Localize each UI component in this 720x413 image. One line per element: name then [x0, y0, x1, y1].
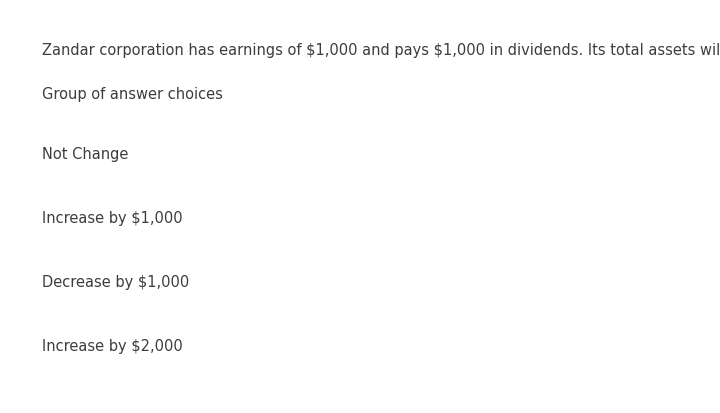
Text: Decrease by \$1,000: Decrease by \$1,000 [42, 275, 189, 290]
Text: Group of answer choices: Group of answer choices [42, 87, 222, 102]
Text: Not Change: Not Change [42, 147, 128, 161]
Text: Increase by \$2,000: Increase by \$2,000 [42, 339, 182, 354]
Text: Increase by \$1,000: Increase by \$1,000 [42, 211, 182, 225]
Text: Zandar corporation has earnings of \$1,000 and pays \$1,000 in dividends. Its to: Zandar corporation has earnings of \$1,0… [42, 43, 720, 58]
